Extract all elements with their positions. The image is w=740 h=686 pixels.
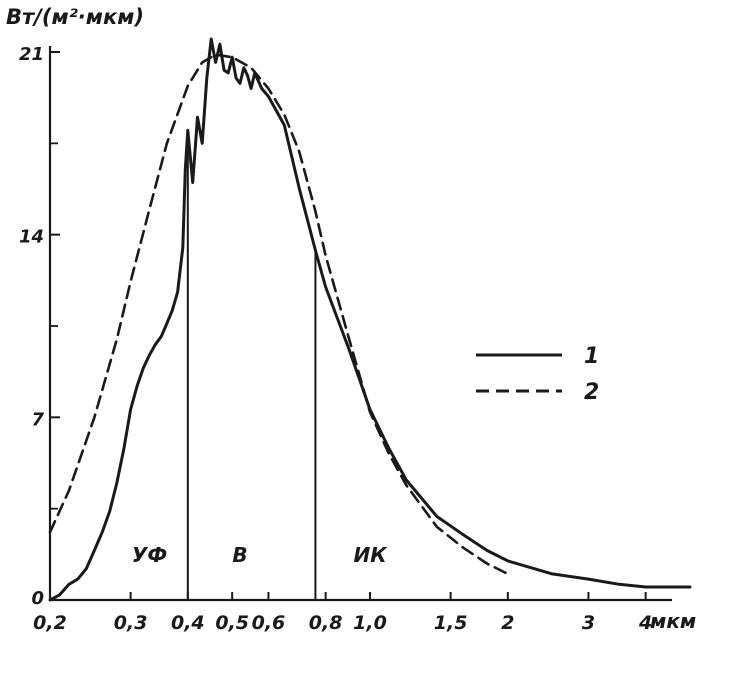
band-label: В (232, 543, 247, 567)
x-tick-label: 3 (582, 612, 595, 634)
series-line-1 (48, 37, 692, 602)
y-tick-label: 21 (19, 44, 44, 65)
band-label: ИК (353, 543, 388, 567)
band-label: УФ (132, 543, 167, 567)
x-tick-label: 0,8 (309, 612, 343, 634)
x-tick-label: 0,6 (252, 612, 286, 634)
x-tick-label: 1,5 (434, 612, 468, 634)
axes (48, 46, 672, 602)
y-tick-label: 7 (31, 409, 44, 430)
y-axis-label: Вт/(м²·мкм) (6, 5, 144, 29)
legend-label: 1 (584, 344, 599, 369)
x-tick-label: 2 (501, 612, 514, 634)
series-line-2 (48, 53, 510, 576)
y-tick-label: 14 (19, 227, 44, 248)
band-boundaries: УФ В ИК (132, 130, 388, 600)
x-tick-label: 0,5 (215, 612, 249, 634)
x-tick-label: 4 (638, 612, 652, 634)
x-tick-label: 0,3 (114, 612, 148, 634)
legend: 12 (476, 344, 599, 405)
x-tick-label: 1,0 (353, 612, 387, 634)
x-axis-unit: мкм (650, 609, 696, 633)
series-lines (48, 37, 692, 602)
y-tick-label: 0 (31, 588, 44, 609)
x-tick-label: 0,4 (171, 612, 205, 634)
x-tick-label: 0,2 (33, 612, 67, 634)
legend-label: 2 (584, 380, 599, 405)
